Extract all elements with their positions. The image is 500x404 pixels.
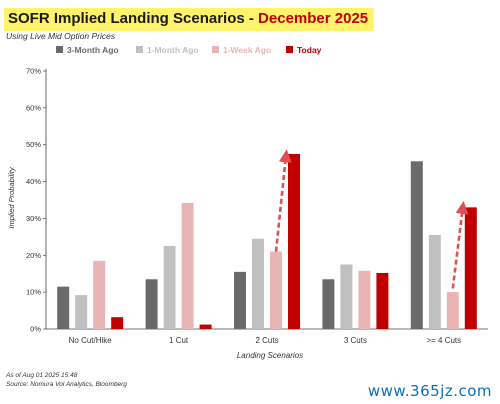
y-tick-label: 70% xyxy=(26,67,41,76)
legend: 3-Month Ago 1-Month Ago 1-Week Ago Today xyxy=(56,45,322,55)
legend-swatch xyxy=(212,46,219,53)
y-tick-label: 50% xyxy=(26,140,41,149)
title-accent: December 2025 xyxy=(258,10,369,27)
legend-swatch xyxy=(286,46,293,53)
legend-label: Today xyxy=(297,45,322,55)
title-main: SOFR Implied Landing Scenarios - xyxy=(8,10,259,27)
legend-label: 3-Month Ago xyxy=(67,45,119,55)
annotation-arrow xyxy=(451,200,469,289)
y-tick-label: 0% xyxy=(30,325,41,334)
x-tick-label: 2 Cuts xyxy=(255,336,278,345)
y-tick-label: 30% xyxy=(26,214,41,223)
bar xyxy=(270,251,282,329)
bar xyxy=(428,235,441,329)
bar xyxy=(358,270,371,329)
y-tick-label: 40% xyxy=(26,177,41,186)
bar xyxy=(93,260,106,329)
bar xyxy=(163,246,176,329)
annotations xyxy=(274,149,469,289)
bar xyxy=(322,279,335,329)
bar xyxy=(410,161,423,329)
y-axis-label: Implied Probability xyxy=(7,166,16,229)
bars xyxy=(57,153,477,329)
axes: 0% 10% 20% 30% 40% 50% 60% 70% No Cut/Hike 1 Cut 2… xyxy=(26,67,488,345)
bar xyxy=(234,271,246,329)
legend-swatch xyxy=(136,46,143,53)
bar xyxy=(376,272,389,329)
x-axis-label: Landing Scenarios xyxy=(237,351,303,360)
bar xyxy=(75,295,88,329)
bar xyxy=(145,279,158,329)
x-tick-label: 3 Cuts xyxy=(344,336,367,345)
chart-title: SOFR Implied Landing Scenarios - Decembe… xyxy=(8,10,368,27)
bar xyxy=(252,238,264,329)
x-tick-label: >= 4 Cuts xyxy=(426,336,461,345)
legend-label: 1-Month Ago xyxy=(147,45,199,55)
bar xyxy=(288,153,300,329)
annotation-arrow xyxy=(274,149,292,252)
legend-label: 1-Week Ago xyxy=(223,45,271,55)
y-tick-label: 20% xyxy=(26,251,41,260)
x-tick-label: 1 Cut xyxy=(169,336,189,345)
bar xyxy=(446,292,459,329)
bar xyxy=(199,324,212,329)
bar xyxy=(464,207,477,329)
watermark: www.365jz.com xyxy=(367,382,492,400)
bar xyxy=(111,317,124,329)
chart-subtitle: Using Live Mid Option Prices xyxy=(6,31,116,41)
x-tick-label: No Cut/Hike xyxy=(69,336,113,345)
bar xyxy=(181,202,194,329)
footnote-date: As of Aug 01 2025 15:48 xyxy=(6,372,78,379)
footnote-source: Source: Nomura Vol Analytics, Bloomberg xyxy=(6,381,127,388)
bar xyxy=(340,264,353,329)
y-tick-label: 60% xyxy=(26,103,41,112)
bar xyxy=(57,286,70,329)
legend-swatch xyxy=(56,46,63,53)
title-highlight: SOFR Implied Landing Scenarios - Decembe… xyxy=(4,8,375,31)
y-tick-label: 10% xyxy=(26,288,41,297)
